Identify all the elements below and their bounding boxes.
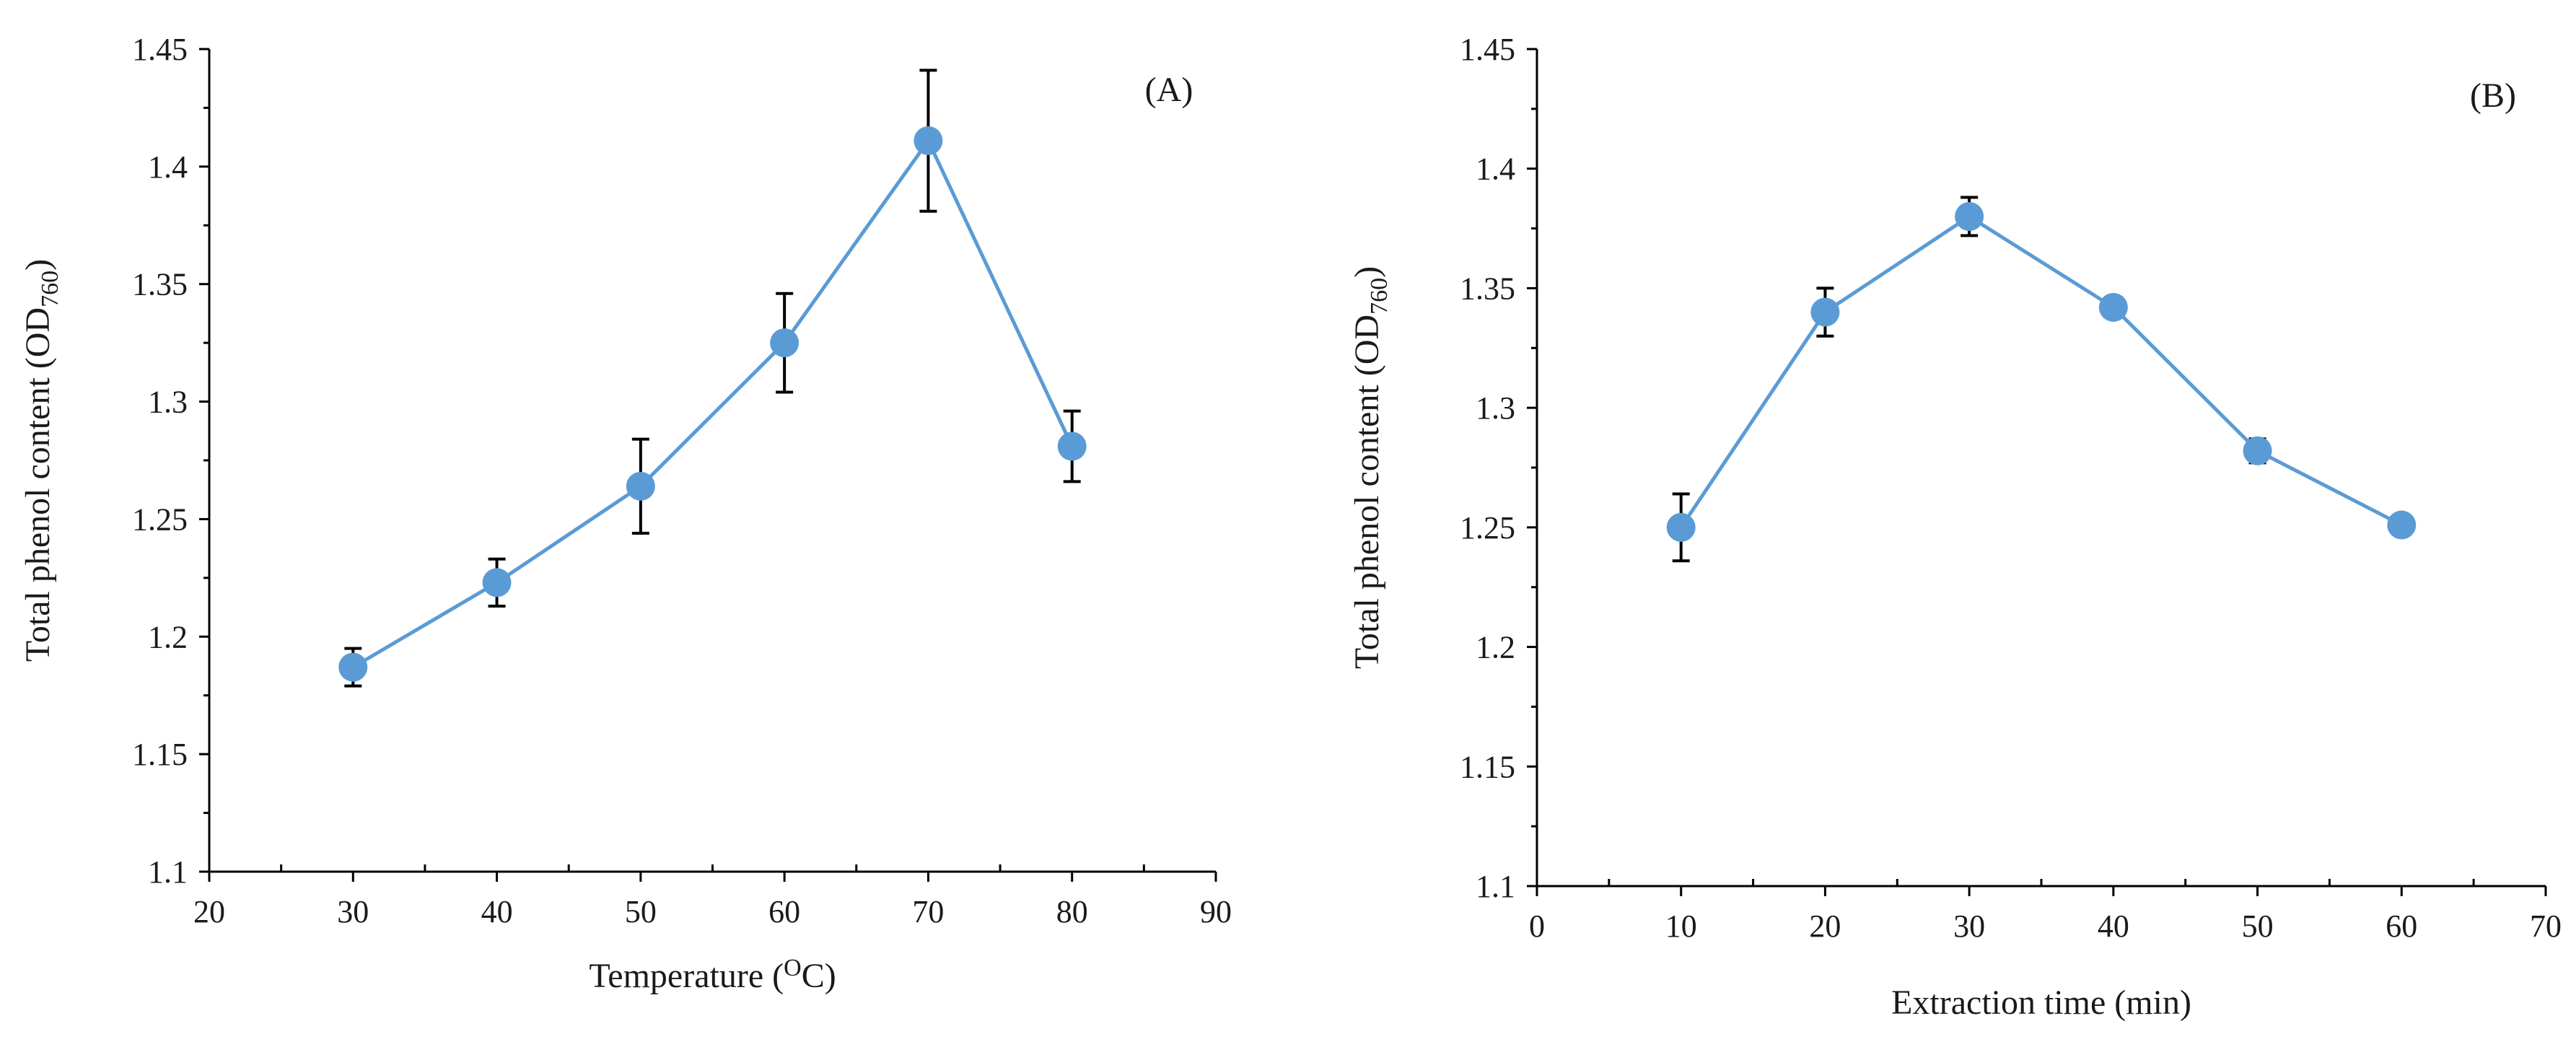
y-tick-label: 1.25: [1460, 510, 1515, 546]
x-axis-title: Extraction time (min): [1891, 984, 2191, 1022]
y-tick-label: 1.2: [1476, 630, 1515, 665]
x-tick-label: 30: [337, 894, 369, 929]
y-tick-label: 1.4: [1476, 152, 1515, 187]
x-tick-label: 30: [1953, 908, 1985, 944]
x-tick-label: 80: [1056, 894, 1088, 929]
data-point: [1810, 297, 1840, 327]
x-tick-label: 40: [481, 894, 513, 929]
y-tick-label: 1.45: [132, 32, 188, 67]
y-tick-label: 1.1: [148, 854, 188, 890]
x-axis-title-text: Temperature (: [589, 957, 784, 995]
x-tick-label: 60: [2386, 908, 2417, 944]
y-tick-label: 1.1: [1476, 869, 1515, 904]
data-point: [338, 652, 368, 682]
chart-panel-a: 1.1 1.15 1.2 1.25 1.3 1.35 1.4 1.45 20 30 40 50 60 70…: [19, 32, 1232, 995]
data-point: [2243, 436, 2272, 465]
data-point: [626, 471, 655, 501]
y-tick-label: 1.35: [1460, 271, 1515, 306]
x-tick-label: 20: [1809, 908, 1841, 944]
y-axis-title-text: Total phenol content (OD: [1348, 315, 1386, 669]
x-axis-title: Temperature (OC): [589, 955, 836, 995]
data-point: [1955, 202, 1984, 231]
y-tick-label: 1.3: [148, 385, 188, 420]
x-tick-label: 40: [2098, 908, 2129, 944]
data-point: [914, 126, 943, 156]
x-tick-label: 90: [1200, 894, 1232, 929]
x-tick-label: 70: [912, 894, 944, 929]
y-axis-title-sub: 760: [1366, 278, 1393, 315]
y-axis-title: Total phenol content (OD760): [1348, 266, 1393, 669]
x-tick-label: 20: [193, 894, 225, 929]
y-axis-title-text: Total phenol content (OD: [19, 307, 57, 662]
y-tick-label: 1.35: [132, 267, 188, 302]
x-tick-label: 0: [1529, 908, 1545, 944]
y-tick-label: 1.15: [132, 737, 188, 772]
series-line: [1679, 214, 2403, 529]
x-tick-label: 60: [768, 894, 800, 929]
y-tick-label: 1.3: [1476, 390, 1515, 426]
chart-panel-b: 1.1 1.15 1.2 1.25 1.3 1.35 1.4 1.45 0 10 20 30 40 50 6…: [1348, 32, 2562, 1022]
y-axis-title-tail: ): [19, 259, 57, 271]
x-axis-title-text: Extraction time (min): [1891, 984, 2191, 1022]
data-point: [1057, 431, 1087, 461]
y-tick-label: 1.2: [148, 619, 188, 654]
y-tick-label: 1.15: [1460, 749, 1515, 784]
data-point: [482, 568, 512, 597]
y-tick-label: 1.45: [1460, 32, 1515, 67]
y-axis-title-sub: 760: [37, 271, 63, 307]
x-tick-label: 50: [2242, 908, 2274, 944]
series-line: [352, 137, 1074, 669]
x-tick-label: 50: [625, 894, 657, 929]
x-axis-title-tail: C): [802, 957, 836, 995]
data-point: [1666, 512, 1696, 542]
data-point: [2387, 510, 2417, 540]
x-axis-title-sup: O: [784, 955, 802, 981]
y-axis-title-tail: ): [1348, 266, 1386, 278]
panel-label: (B): [2470, 76, 2516, 115]
data-point: [2098, 292, 2128, 322]
y-tick-label: 1.4: [148, 149, 188, 185]
x-tick-label: 10: [1665, 908, 1697, 944]
panel-label: (A): [1145, 71, 1193, 109]
y-axis-title: Total phenol content (OD760): [19, 259, 63, 662]
y-tick-label: 1.25: [132, 501, 188, 537]
data-point: [770, 328, 799, 358]
x-tick-label: 70: [2530, 908, 2562, 944]
